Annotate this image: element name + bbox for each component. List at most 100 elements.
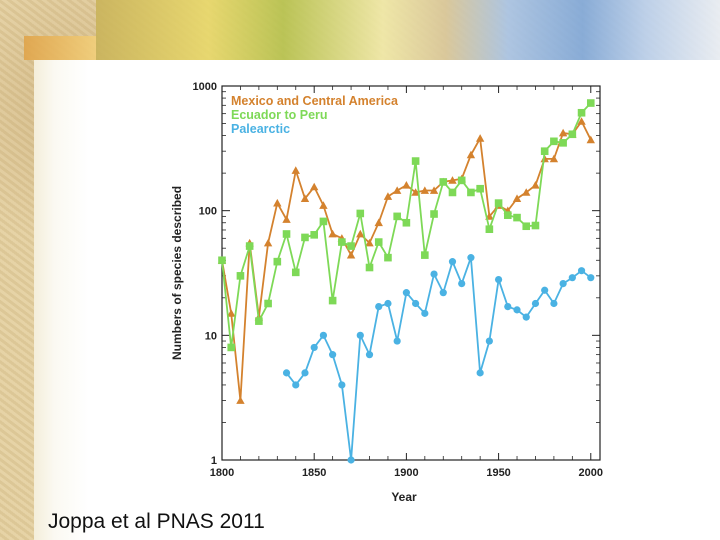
data-point-palearctic bbox=[375, 303, 383, 311]
flower-banner bbox=[96, 0, 720, 60]
data-point-mexico-and-central-america bbox=[356, 229, 365, 238]
data-point-ecuador-to-peru bbox=[236, 272, 245, 280]
data-point-palearctic bbox=[476, 369, 484, 377]
data-point-ecuador-to-peru bbox=[467, 188, 475, 197]
data-point-palearctic bbox=[310, 343, 318, 352]
data-point-palearctic bbox=[384, 299, 392, 308]
data-point-palearctic bbox=[568, 274, 576, 282]
data-point-palearctic bbox=[467, 254, 475, 262]
data-point-ecuador-to-peru bbox=[522, 222, 531, 231]
y-tick-label: 1 bbox=[211, 455, 217, 467]
data-point-palearctic bbox=[541, 286, 549, 294]
data-point-mexico-and-central-america bbox=[300, 194, 310, 202]
data-point-mexico-and-central-america bbox=[273, 198, 282, 207]
data-point-ecuador-to-peru bbox=[338, 238, 346, 246]
data-point-ecuador-to-peru bbox=[264, 299, 272, 308]
data-point-palearctic bbox=[402, 289, 410, 297]
data-point-mexico-and-central-america bbox=[558, 128, 568, 137]
x-tick-label: 1850 bbox=[302, 467, 326, 479]
x-tick-label: 1950 bbox=[486, 467, 510, 479]
data-point-palearctic bbox=[531, 299, 540, 308]
data-point-palearctic bbox=[513, 306, 521, 314]
data-point-mexico-and-central-america bbox=[263, 238, 273, 247]
data-point-palearctic bbox=[412, 299, 420, 308]
data-point-ecuador-to-peru bbox=[568, 130, 577, 139]
data-point-palearctic bbox=[550, 299, 558, 308]
y-axis-title: Numbers of species described bbox=[170, 186, 184, 360]
x-tick-label: 2000 bbox=[579, 467, 603, 479]
data-point-ecuador-to-peru bbox=[577, 108, 586, 117]
data-point-ecuador-to-peru bbox=[531, 221, 540, 230]
data-point-mexico-and-central-america bbox=[309, 182, 319, 191]
data-point-mexico-and-central-america bbox=[522, 188, 531, 196]
banner-accent bbox=[24, 36, 96, 60]
data-point-mexico-and-central-america bbox=[291, 166, 300, 174]
data-point-palearctic bbox=[504, 303, 512, 311]
data-point-ecuador-to-peru bbox=[356, 209, 365, 218]
data-point-mexico-and-central-america bbox=[319, 201, 328, 209]
data-point-ecuador-to-peru bbox=[227, 343, 236, 352]
data-point-ecuador-to-peru bbox=[393, 212, 401, 221]
data-point-ecuador-to-peru bbox=[374, 238, 383, 246]
data-point-mexico-and-central-america bbox=[227, 309, 236, 317]
x-tick-label: 1800 bbox=[210, 467, 234, 479]
data-point-palearctic bbox=[356, 331, 364, 339]
data-point-mexico-and-central-america bbox=[512, 194, 522, 202]
data-point-ecuador-to-peru bbox=[430, 210, 438, 218]
data-point-ecuador-to-peru bbox=[411, 157, 420, 165]
data-point-ecuador-to-peru bbox=[282, 230, 291, 238]
data-point-ecuador-to-peru bbox=[448, 188, 457, 197]
y-tick-label: 10 bbox=[205, 330, 217, 342]
data-point-mexico-and-central-america bbox=[383, 192, 393, 200]
data-point-palearctic bbox=[458, 279, 466, 288]
legend-entry: Mexico and Central America bbox=[231, 94, 399, 108]
plot-frame bbox=[221, 85, 601, 461]
data-point-ecuador-to-peru bbox=[540, 147, 549, 155]
chart-axes: 1800 1850 1900 1950 2000 1 10 100 1000 bbox=[193, 81, 604, 479]
data-point-mexico-and-central-america bbox=[236, 396, 245, 404]
data-point-ecuador-to-peru bbox=[255, 317, 263, 325]
data-point-palearctic bbox=[587, 274, 595, 282]
data-point-ecuador-to-peru bbox=[504, 211, 512, 219]
data-point-palearctic bbox=[559, 279, 567, 288]
data-point-palearctic bbox=[430, 270, 438, 278]
data-point-palearctic bbox=[301, 369, 309, 377]
data-point-palearctic bbox=[485, 337, 493, 345]
data-point-mexico-and-central-america bbox=[328, 229, 337, 238]
data-point-palearctic bbox=[439, 289, 447, 297]
x-tick-label: 1900 bbox=[394, 467, 418, 479]
data-point-ecuador-to-peru bbox=[513, 213, 521, 222]
data-point-mexico-and-central-america bbox=[577, 117, 586, 125]
data-point-palearctic bbox=[282, 369, 291, 377]
series-line-palearctic bbox=[285, 257, 592, 461]
data-point-ecuador-to-peru bbox=[485, 225, 494, 234]
data-point-ecuador-to-peru bbox=[273, 257, 282, 266]
data-point-ecuador-to-peru bbox=[319, 217, 328, 226]
data-point-ecuador-to-peru bbox=[559, 139, 567, 147]
y-tick-label: 100 bbox=[199, 206, 217, 218]
data-point-ecuador-to-peru bbox=[291, 268, 300, 277]
data-point-ecuador-to-peru bbox=[347, 242, 355, 250]
data-point-ecuador-to-peru bbox=[439, 178, 448, 186]
data-point-ecuador-to-peru bbox=[586, 99, 595, 107]
data-point-palearctic bbox=[577, 267, 586, 275]
data-point-ecuador-to-peru bbox=[550, 137, 558, 146]
data-point-ecuador-to-peru bbox=[384, 253, 392, 262]
chart-series bbox=[217, 99, 595, 464]
data-point-mexico-and-central-america bbox=[365, 238, 374, 247]
citation-text: Joppa et al PNAS 2011 bbox=[48, 510, 265, 533]
data-point-mexico-and-central-america bbox=[374, 218, 383, 227]
data-point-ecuador-to-peru bbox=[402, 218, 411, 227]
data-point-palearctic bbox=[421, 309, 429, 317]
data-point-palearctic bbox=[365, 351, 374, 359]
data-point-ecuador-to-peru bbox=[457, 176, 466, 185]
data-point-mexico-and-central-america bbox=[402, 181, 411, 189]
data-point-mexico-and-central-america bbox=[420, 186, 430, 194]
data-point-ecuador-to-peru bbox=[218, 256, 226, 265]
data-point-palearctic bbox=[522, 313, 530, 321]
legend-entry: Palearctic bbox=[231, 122, 290, 136]
x-axis-title: Year bbox=[391, 490, 417, 504]
data-point-mexico-and-central-america bbox=[282, 215, 291, 223]
data-point-mexico-and-central-america bbox=[475, 134, 485, 142]
data-point-ecuador-to-peru bbox=[245, 242, 254, 250]
